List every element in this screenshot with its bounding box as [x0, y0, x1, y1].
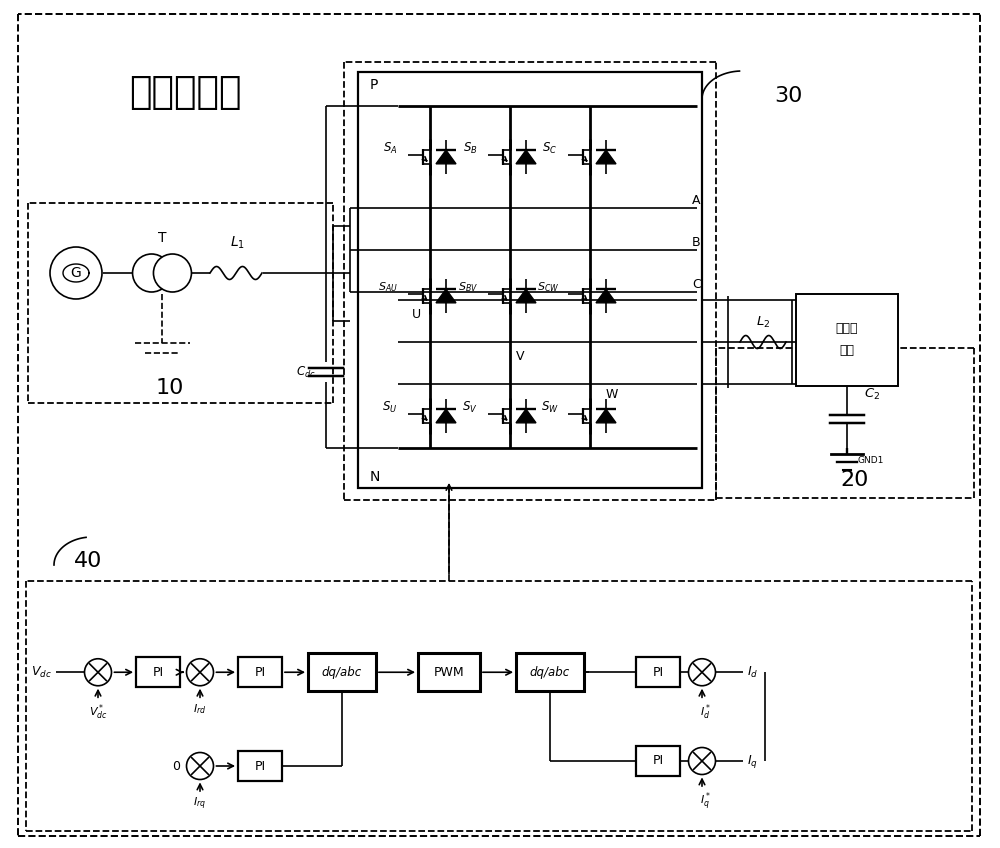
Polygon shape: [516, 289, 536, 303]
Polygon shape: [308, 653, 376, 691]
Text: 20: 20: [841, 470, 869, 490]
Text: $C_2$: $C_2$: [864, 387, 880, 402]
Polygon shape: [516, 653, 584, 691]
Text: $S_C$: $S_C$: [542, 141, 558, 155]
Circle shape: [688, 659, 716, 686]
Polygon shape: [596, 289, 616, 303]
Circle shape: [133, 254, 171, 292]
Text: W: W: [606, 388, 618, 400]
Circle shape: [187, 752, 214, 779]
Polygon shape: [636, 746, 680, 776]
Text: 40: 40: [74, 551, 102, 571]
Text: T: T: [158, 231, 166, 245]
Polygon shape: [596, 410, 616, 423]
Text: $S_{CW}$: $S_{CW}$: [537, 280, 559, 294]
Text: C: C: [692, 277, 701, 291]
Text: 电网模拟器: 电网模拟器: [129, 75, 241, 111]
Circle shape: [153, 254, 191, 292]
Text: 输出: 输出: [840, 343, 855, 356]
Text: $I_{rq}$: $I_{rq}$: [193, 796, 207, 812]
Polygon shape: [436, 410, 456, 423]
Polygon shape: [436, 289, 456, 303]
Text: 30: 30: [774, 86, 802, 106]
Text: $L_2$: $L_2$: [756, 315, 770, 330]
Polygon shape: [418, 653, 480, 691]
Polygon shape: [238, 657, 282, 687]
Text: $L_1$: $L_1$: [230, 235, 244, 251]
Text: $V_{dc}^*$: $V_{dc}^*$: [89, 702, 107, 722]
Text: PI: PI: [652, 755, 664, 767]
Polygon shape: [136, 657, 180, 687]
Text: PWM: PWM: [434, 666, 464, 678]
Text: $I_d^*$: $I_d^*$: [700, 702, 712, 722]
Text: 10: 10: [156, 378, 184, 398]
Text: $C_{dc}$: $C_{dc}$: [296, 365, 316, 380]
Text: PI: PI: [254, 666, 266, 678]
Text: $S_B$: $S_B$: [463, 141, 477, 155]
Polygon shape: [436, 150, 456, 164]
Text: $S_{AU}$: $S_{AU}$: [378, 280, 398, 294]
Text: PI: PI: [254, 760, 266, 773]
Circle shape: [187, 659, 214, 686]
Text: U: U: [411, 308, 421, 321]
Text: GND1: GND1: [857, 455, 883, 465]
Polygon shape: [516, 410, 536, 423]
Polygon shape: [596, 150, 616, 164]
Text: 0: 0: [172, 760, 180, 773]
Text: $V_{dc}$: $V_{dc}$: [31, 665, 52, 680]
Text: dq/abc: dq/abc: [322, 666, 362, 678]
Text: G: G: [71, 266, 81, 280]
Text: dq/abc: dq/abc: [530, 666, 570, 678]
Text: $S_{BV}$: $S_{BV}$: [458, 280, 478, 294]
Text: PI: PI: [152, 666, 164, 678]
Text: $S_A$: $S_A$: [383, 141, 397, 155]
Text: $I_q$: $I_q$: [747, 752, 758, 769]
Text: PI: PI: [652, 666, 664, 678]
Text: V: V: [516, 349, 524, 362]
Circle shape: [50, 247, 102, 299]
Polygon shape: [796, 294, 898, 386]
Circle shape: [85, 659, 112, 686]
Polygon shape: [636, 657, 680, 687]
Text: $S_W$: $S_W$: [541, 399, 559, 415]
Text: $I_d$: $I_d$: [747, 665, 758, 680]
Polygon shape: [238, 751, 282, 781]
Text: $S_U$: $S_U$: [382, 399, 398, 415]
Polygon shape: [516, 150, 536, 164]
Text: 模拟器: 模拟器: [836, 321, 858, 334]
Text: A: A: [692, 193, 700, 207]
Text: $I_{rd}$: $I_{rd}$: [193, 702, 207, 716]
Text: $I_q^*$: $I_q^*$: [700, 791, 712, 813]
Text: $S_V$: $S_V$: [462, 399, 478, 415]
Circle shape: [688, 747, 716, 774]
Text: B: B: [692, 236, 701, 248]
Text: P: P: [370, 78, 378, 92]
Text: N: N: [370, 470, 380, 484]
